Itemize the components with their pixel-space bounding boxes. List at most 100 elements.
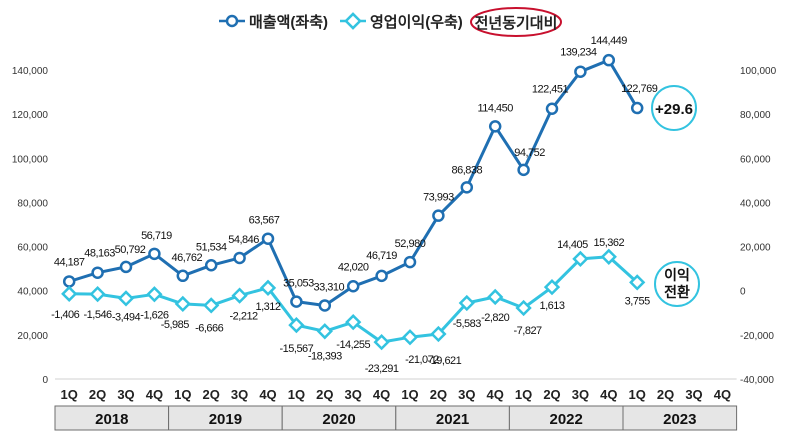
sales-marker <box>630 101 644 115</box>
quarter-tick-label: 2Q <box>203 387 220 402</box>
left-axis-tick-label: 40,000 <box>17 287 48 298</box>
axes: 0 20,000 40,000 60,000 80,000 100,000 120,000 1… <box>12 66 777 431</box>
profit-data-label: -2,820 <box>481 312 510 324</box>
sales-data-label: 46,762 <box>171 252 202 264</box>
profit-data-label: 15,362 <box>593 237 624 249</box>
profit-data-label: -6,666 <box>195 322 224 334</box>
profit-marker <box>288 316 305 334</box>
quarter-tick-label: 1Q <box>61 387 78 402</box>
sales-data-label: 86,838 <box>451 164 482 176</box>
profit-marker <box>89 285 106 303</box>
quarter-tick-label: 3Q <box>685 387 702 402</box>
profit-data-label: -1,626 <box>140 309 169 321</box>
profit-marker <box>146 286 163 303</box>
quarter-tick-label: 1Q <box>401 387 418 402</box>
legend-highlight-ring <box>470 7 562 37</box>
sales-marker <box>233 251 246 265</box>
annotation-text-profit-line2: 전환 <box>664 284 690 300</box>
quarter-tick-label: 1Q <box>515 387 532 402</box>
profit-marker <box>543 279 561 296</box>
sales-marker <box>403 255 417 269</box>
quarter-tick-label: 3Q <box>345 387 362 402</box>
annotation-circle-profit <box>654 261 700 307</box>
quarter-tick-label: 2Q <box>89 387 106 402</box>
sales-data-label: 139,234 <box>560 47 597 59</box>
right-axis-tick-label: 40,000 <box>740 198 771 209</box>
sales-marker <box>91 266 104 279</box>
year-label: 2019 <box>209 411 242 428</box>
profit-marker <box>231 287 248 304</box>
profit-data-label: -5,583 <box>453 318 482 330</box>
left-axis-tick-label: 80,000 <box>17 198 48 209</box>
sales-marker <box>290 295 303 308</box>
quarter-tick-label: 1Q <box>288 387 305 402</box>
quarter-tick-label: 3Q <box>572 387 589 402</box>
annotation-sales-growth: +29.6 <box>651 85 697 131</box>
right-axis-tick-label: 0 <box>740 287 746 298</box>
sales-data-label: 46,719 <box>366 250 397 262</box>
profit-marker <box>515 299 532 317</box>
profit-marker <box>401 329 419 346</box>
sales-marker <box>517 163 530 177</box>
sales-marker <box>204 259 218 272</box>
year-band-cell <box>622 405 738 431</box>
legend: 매출액(좌축) 영업이익(우축) 전년동기대비 <box>219 7 562 37</box>
profit-marker <box>600 248 617 265</box>
year-band-cell <box>54 405 170 431</box>
sales-data-label: 114,450 <box>477 102 513 114</box>
right-axis-tick-label: -20,000 <box>740 331 774 342</box>
year-label: 2018 <box>95 411 128 428</box>
sales-marker <box>261 232 275 245</box>
profit-data-label: -19,621 <box>427 355 461 367</box>
profit-marker <box>174 295 191 313</box>
sales-marker <box>574 65 587 78</box>
quarter-tick-label: 2Q <box>657 387 674 402</box>
right-axis-tick-label: 80,000 <box>740 110 771 121</box>
sales-marker <box>488 120 502 133</box>
quarter-tick-label: 2Q <box>316 387 333 402</box>
profit-data-label: -2,212 <box>229 311 258 323</box>
profit-data-label: 14,405 <box>557 239 588 251</box>
profit-data-label: 3,755 <box>625 295 650 307</box>
quarter-tick-label: 4Q <box>487 387 504 402</box>
sales-data-label: 33,310 <box>313 281 344 293</box>
legend-label-yoy: 전년동기대비 <box>475 15 558 32</box>
profit-data-label: -18,393 <box>308 350 342 362</box>
profit-marker <box>487 288 504 306</box>
year-label: 2023 <box>663 411 696 428</box>
sales-data-label: 48,163 <box>84 248 115 260</box>
profit-marker <box>117 290 135 307</box>
profit-marker <box>572 250 589 268</box>
sales-marker <box>375 269 388 283</box>
legend-swatch-marker-sales <box>225 14 239 28</box>
year-band-cell <box>281 405 397 431</box>
year-label: 2021 <box>436 411 469 428</box>
right-axis-tick-label: -40,000 <box>740 375 774 386</box>
quarter-tick-label: 2Q <box>543 387 560 402</box>
profit-marker <box>345 314 362 331</box>
legend-label-profit: 영업이익(우축) <box>370 13 463 31</box>
sales-data-label: 94,752 <box>514 147 545 159</box>
sales-marker <box>545 102 559 115</box>
quarter-tick-label: 3Q <box>231 387 248 402</box>
profit-data-label: -1,406 <box>51 309 80 321</box>
sales-marker <box>62 275 76 288</box>
legend-label-sales: 매출액(좌축) <box>249 13 328 31</box>
annotation-text-profit-line1: 이익 <box>664 267 690 283</box>
annotation-profit-turnaround: 이익 전환 <box>654 261 700 307</box>
profit-data-label: -14,255 <box>336 339 370 351</box>
profit-marker <box>61 285 78 302</box>
annotation-text-sales: +29.6 <box>655 101 693 118</box>
profit-marker <box>629 274 646 291</box>
left-axis-tick-label: 120,000 <box>12 110 49 121</box>
year-band-cell <box>168 405 283 431</box>
profit-data-label: 1,312 <box>255 301 280 313</box>
sales-data-label: 63,567 <box>249 215 280 227</box>
quarter-tick-label: 1Q <box>629 387 646 402</box>
legend-swatch-marker-profit <box>344 12 362 30</box>
sales-marker <box>148 247 161 261</box>
quarter-tick-label: 2Q <box>430 387 447 402</box>
profit-marker <box>203 297 220 314</box>
year-band-cell <box>508 405 624 431</box>
